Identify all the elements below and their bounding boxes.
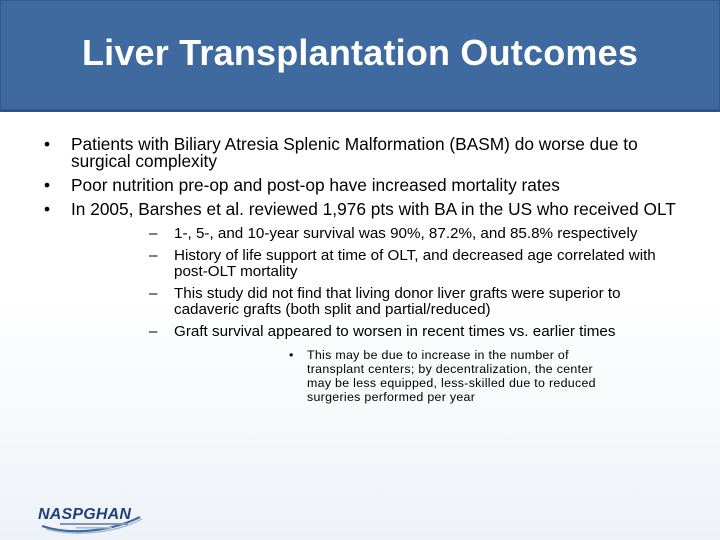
bullet-text: In 2005, Barshes et al. reviewed 1,976 p… xyxy=(71,199,676,219)
sub-bullet-item: – Graft survival appeared to worsen in re… xyxy=(71,323,690,405)
bullet-icon: • xyxy=(44,175,51,195)
sub-bullet-item: – History of life support at time of OLT,… xyxy=(71,248,690,280)
sub-bullet-text: 1-, 5-, and 10-year survival was 90%, 87… xyxy=(174,225,638,242)
bullet-item: • In 2005, Barshes et al. reviewed 1,976 … xyxy=(0,199,720,405)
bullet-text: Poor nutrition pre-op and post-op have i… xyxy=(71,175,560,195)
sub-bullet-text: Graft survival appeared to worsen in rec… xyxy=(174,323,616,340)
sub-sub-bullet-item: • This may be due to increase in the numb… xyxy=(174,348,660,404)
dash-icon: – xyxy=(149,225,158,242)
sub-bullet-text: This study did not find that living dono… xyxy=(174,285,621,318)
naspghan-logo-icon: NASPGHAN xyxy=(38,506,143,534)
sub-sub-bullet-text: This may be due to increase in the numbe… xyxy=(307,348,596,404)
sub-bullet-text: History of life support at time of OLT, … xyxy=(174,247,656,280)
sub-sub-bullet-list: • This may be due to increase in the numb… xyxy=(174,348,660,404)
logo-tagline-bar xyxy=(60,523,128,525)
bullet-item: • Poor nutrition pre-op and post-op have … xyxy=(0,175,720,195)
slide-title: Liver Transplantation Outcomes xyxy=(81,32,639,73)
dash-icon: – xyxy=(149,285,158,302)
bullet-icon: • xyxy=(44,134,51,154)
logo-tagline-bar xyxy=(76,527,112,529)
dash-icon: – xyxy=(149,247,158,264)
logo-wordmark: NASPGHAN xyxy=(38,506,131,523)
bullet-text: Patients with Biliary Atresia Splenic Ma… xyxy=(71,134,638,171)
dash-icon: – xyxy=(149,323,158,340)
sub-bullet-item: – This study did not find that living don… xyxy=(71,286,690,318)
bullet-icon: • xyxy=(289,348,294,362)
bullet-icon: • xyxy=(44,199,51,219)
bullet-list: • Patients with Biliary Atresia Splenic M… xyxy=(0,134,720,405)
sub-bullet-item: –1-, 5-, and 10-year survival was 90%, 8… xyxy=(71,226,690,242)
sub-bullet-list: –1-, 5-, and 10-year survival was 90%, 8… xyxy=(71,226,690,405)
slide-body: • Patients with Biliary Atresia Splenic M… xyxy=(0,134,720,411)
bullet-item: • Patients with Biliary Atresia Splenic M… xyxy=(0,134,720,171)
title-banner: Liver Transplantation Outcomes xyxy=(0,0,720,112)
